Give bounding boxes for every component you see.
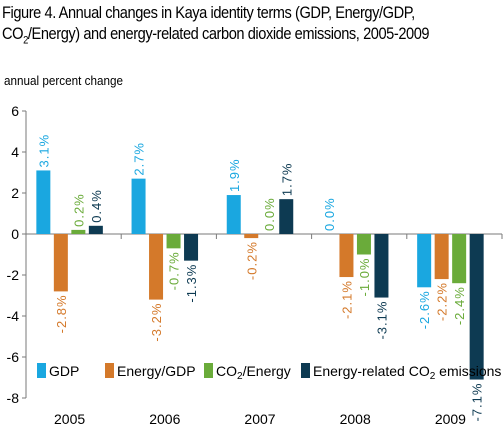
x-tick-label: 2009 — [435, 411, 466, 427]
bar — [226, 195, 241, 234]
legend-label-part: /Energy — [243, 363, 291, 379]
data-label: 0.4% — [89, 189, 104, 223]
legend-label: GDP — [49, 363, 79, 379]
x-tick-label: 2007 — [244, 411, 275, 427]
data-label: -0.2% — [244, 241, 259, 280]
bar — [36, 170, 51, 234]
bar — [452, 234, 467, 284]
y-tick-label: 4 — [11, 144, 19, 160]
bar — [131, 178, 146, 234]
data-label: -1.3% — [184, 264, 199, 303]
chart-title-subscript: 2 — [23, 34, 28, 47]
legend-label-part: 2 — [430, 371, 436, 382]
y-axis-label: annual percent change — [4, 73, 124, 88]
bar — [71, 229, 86, 234]
data-label: 1.7% — [279, 163, 294, 197]
data-label: -2.8% — [54, 294, 69, 333]
x-tick-label: 2006 — [149, 411, 180, 427]
y-tick-label: -6 — [7, 349, 20, 365]
y-tick-label: -4 — [7, 308, 20, 324]
legend-label-part: Energy-related CO — [313, 363, 430, 379]
chart-title-co: CO — [2, 24, 24, 43]
chart-title-rest: /Energy) and energy-related carbon dioxi… — [27, 24, 430, 43]
y-tick-label: -2 — [7, 267, 20, 283]
y-tick-label: 6 — [11, 103, 19, 119]
bar — [469, 234, 484, 380]
chart-title-line-1: Figure 4. Annual changes in Kaya identit… — [2, 3, 415, 22]
data-label: -2.4% — [452, 286, 467, 325]
bar — [166, 234, 181, 249]
bar — [88, 225, 103, 234]
legend-label-part: GDP — [49, 363, 79, 379]
bar — [374, 234, 389, 298]
bar — [244, 234, 259, 239]
data-label: -7.1% — [470, 383, 485, 422]
data-label: -1.0% — [357, 258, 372, 297]
chart-title: Figure 4. Annual changes in Kaya identit… — [2, 2, 432, 51]
legend-swatch — [37, 363, 46, 378]
data-label: -2.1% — [339, 280, 354, 319]
bar — [339, 234, 354, 278]
legend-swatch — [301, 363, 310, 378]
data-label: -3.1% — [374, 301, 389, 340]
data-label: 2.7% — [132, 142, 147, 176]
legend-label: CO2/Energy — [216, 363, 291, 382]
bar — [184, 234, 199, 261]
legend-label-part: Energy/GDP — [117, 363, 196, 379]
bar — [356, 234, 371, 255]
data-label: 0.0% — [322, 197, 337, 231]
legend-swatch — [105, 363, 114, 378]
data-label: 3.1% — [36, 134, 51, 168]
data-label: 1.9% — [227, 158, 242, 192]
data-label: 0.2% — [71, 193, 86, 227]
data-label: 0.0% — [262, 197, 277, 231]
legend-label: Energy/GDP — [117, 363, 196, 379]
bar — [417, 234, 432, 288]
data-label: -2.6% — [417, 290, 432, 329]
legend-label-part: CO — [216, 363, 237, 379]
bar — [149, 234, 164, 300]
y-tick-label: -8 — [7, 390, 20, 406]
legend-label-part: 2 — [237, 371, 243, 382]
y-tick-label: 2 — [11, 185, 19, 201]
legend-label-part: emissions — [435, 363, 501, 379]
x-tick-label: 2005 — [54, 411, 85, 427]
x-tick-label: 2008 — [340, 411, 371, 427]
data-label: -3.2% — [149, 303, 164, 342]
chart-title-line-2: CO2/Energy) and energy-related carbon di… — [2, 23, 432, 51]
legend-label: Energy-related CO2 emissions — [313, 363, 501, 382]
y-tick-label: 0 — [11, 226, 19, 242]
bar — [434, 234, 449, 280]
bar — [279, 199, 294, 234]
bar — [53, 234, 68, 292]
legend-swatch — [204, 363, 213, 378]
data-label: -0.7% — [167, 251, 182, 290]
data-label: -2.2% — [435, 282, 450, 321]
